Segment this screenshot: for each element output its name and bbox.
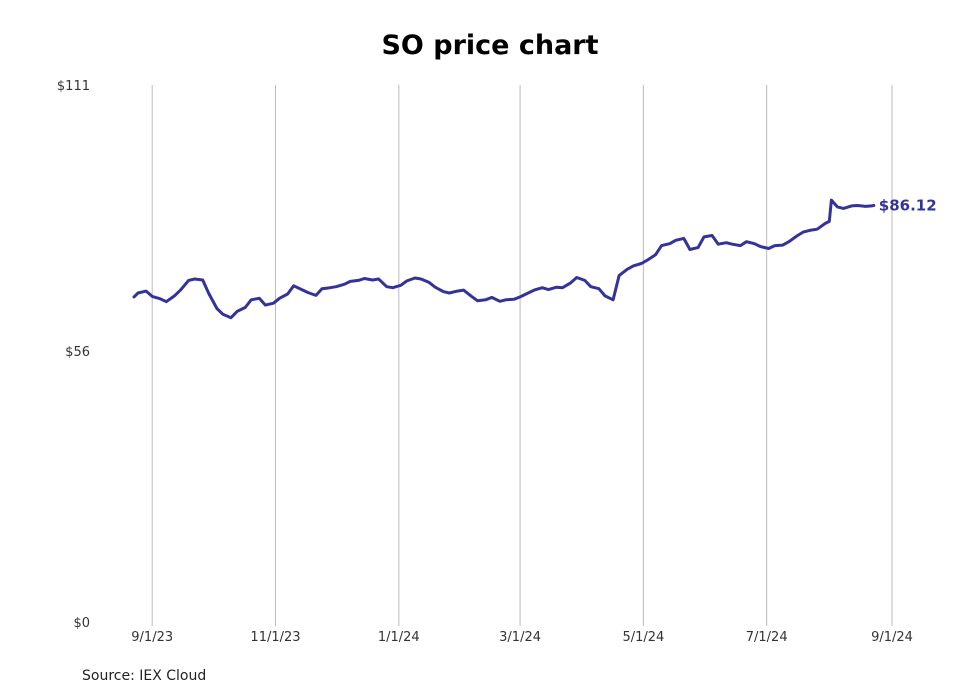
x-tick-label: 3/1/24: [499, 630, 541, 645]
x-tick-label: 5/1/24: [622, 630, 664, 645]
x-tick-label: 11/1/23: [250, 630, 300, 645]
x-tick-label: 9/1/23: [131, 630, 173, 645]
x-tick-label: 1/1/24: [378, 630, 420, 645]
y-tick-label: $111: [57, 79, 90, 94]
last-price-label: $86.12: [879, 196, 937, 214]
price-line: [132, 198, 876, 320]
y-axis-ticks: $0 $56 $111: [57, 79, 90, 631]
x-tick-label: 7/1/24: [746, 630, 788, 645]
gridlines: [151, 85, 893, 626]
y-tick-label: $56: [65, 345, 90, 360]
x-axis-ticks: 9/1/23 11/1/23 1/1/24 3/1/24 5/1/24 7/1/24 9/1…: [131, 630, 913, 645]
source-note: Source: IEX Cloud: [82, 668, 207, 684]
chart-title: SO price chart: [381, 30, 599, 61]
price-series: $86.12: [132, 196, 937, 320]
y-tick-label: $0: [73, 616, 90, 631]
x-tick-label: 9/1/24: [871, 630, 913, 645]
